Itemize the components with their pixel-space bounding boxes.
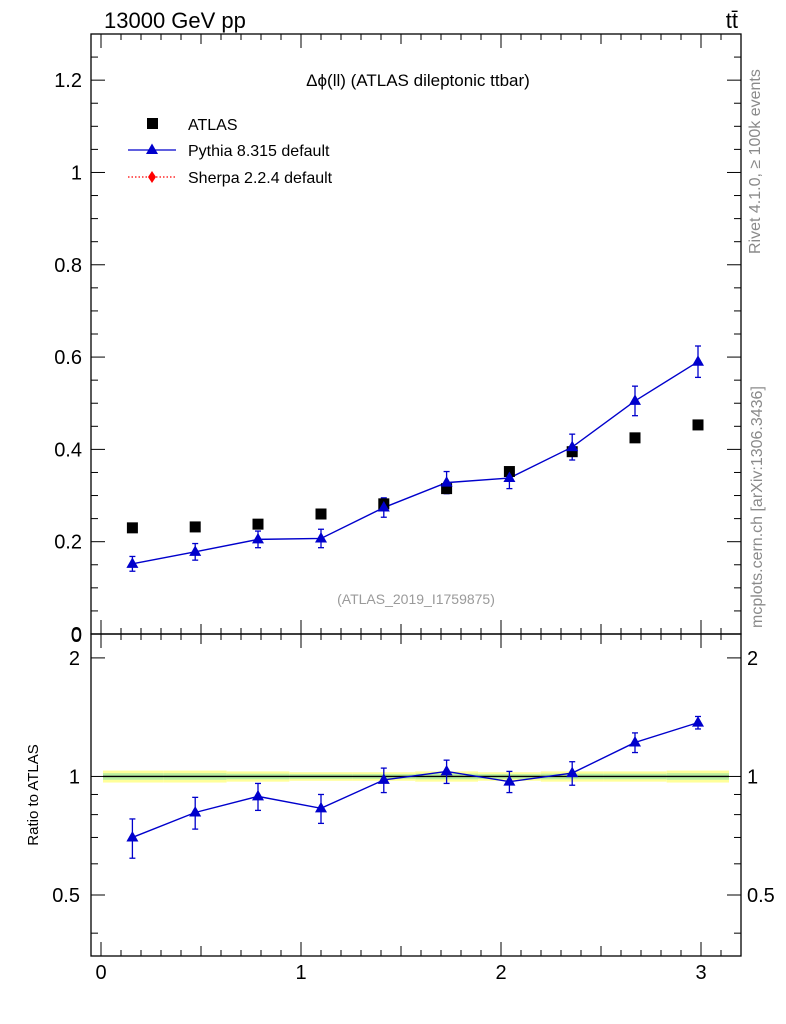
main-y-tick-label: 0.4 [54, 439, 82, 461]
ratio-pythia-point [315, 801, 327, 813]
legend-pythia-marker [146, 143, 158, 154]
pythia-point [440, 476, 453, 487]
ratio-pythia-point [503, 775, 516, 786]
atlas-point [692, 419, 704, 431]
legend-pythia-label: Pythia 8.315 default [188, 143, 330, 160]
main-series [126, 345, 704, 572]
main-y-tick-label: 1.2 [54, 70, 82, 92]
process-label: tt̄ [726, 8, 738, 33]
pythia-line [132, 361, 699, 565]
mcplots-label: mcplots.cern.ch [arXiv:1306.3436] [749, 386, 766, 628]
ratio-pythia-point [252, 789, 264, 801]
ratio-y-tick-label: 1 [69, 766, 80, 788]
rivet-label: Rivet 4.1.0, ≥ 100k events [747, 69, 764, 254]
ratio-y-axis: 0.5 0.5 1 1 2 2 [52, 648, 775, 934]
atlas-point [126, 522, 138, 534]
atlas-point [566, 446, 578, 458]
chart-title: Δϕ(ll) (ATLAS dileptonic ttbar) [306, 71, 530, 90]
ratio-pythia-point [692, 716, 704, 727]
pythia-point [315, 531, 327, 543]
atlas-point [629, 432, 641, 444]
ratio-y-tick-label-right: 0.5 [747, 885, 775, 907]
ratio-ylabel: Ratio to ATLAS [25, 744, 42, 845]
ratio-pythia-point [377, 773, 390, 784]
energy-label: 13000 GeV pp [104, 8, 246, 33]
ratio-pythia-point [566, 766, 579, 778]
x-axis: 0 1 2 3 0 [71, 34, 742, 984]
legend-atlas-label: ATLAS [188, 117, 238, 134]
main-y-tick-label: 0.8 [54, 255, 82, 277]
pythia-point [692, 355, 704, 366]
ratio-series [126, 715, 704, 859]
x-tick-label: 3 [695, 962, 706, 984]
x-tick-label: 0 [95, 962, 106, 984]
ratio-panel-frame [90, 633, 742, 957]
ratio-y-tick-label: 2 [69, 648, 80, 670]
atlas-point [441, 483, 453, 495]
atlas-point [189, 521, 201, 533]
main-y-tick-label: 1 [71, 162, 82, 184]
main-y-tick-label: 0 [71, 624, 82, 646]
main-y-tick-label: 0.6 [54, 347, 82, 369]
pythia-point [566, 440, 579, 452]
legend: ATLAS Pythia 8.315 default Sherpa 2.2.4 … [128, 117, 333, 187]
x-tick-label: 2 [495, 962, 506, 984]
ratio-pythia-line [132, 721, 699, 839]
pythia-point [252, 532, 264, 544]
main-y-axis: 0 0.2 0.4 0.6 0.8 1 1.2 [54, 33, 741, 646]
pythia-point [126, 557, 139, 568]
legend-atlas-marker [147, 118, 158, 129]
legend-sherpa-label: Sherpa 2.2.4 default [188, 170, 333, 187]
ratio-y-tick-label: 0.5 [52, 885, 80, 907]
main-y-zero-label: 0 [71, 625, 82, 647]
atlas-point [252, 518, 264, 530]
ratio-pythia-point [629, 735, 641, 747]
legend-sherpa-marker [148, 171, 156, 183]
main-y-tick-label: 0.2 [54, 532, 82, 554]
atlas-point [315, 508, 327, 520]
ratio-pythia-point [189, 805, 202, 817]
ratio-y-tick-label-right: 2 [747, 648, 758, 670]
pythia-point [503, 471, 516, 482]
x-tick-label: 1 [295, 962, 306, 984]
ratio-y-tick-label-right: 1 [747, 766, 758, 788]
pythia-point [189, 545, 202, 556]
pythia-point [377, 501, 390, 512]
analysis-id: (ATLAS_2019_I1759875) [337, 591, 495, 607]
ratio-pythia-point [440, 764, 453, 776]
pythia-point [629, 394, 641, 405]
ratio-pythia-point [126, 830, 139, 842]
